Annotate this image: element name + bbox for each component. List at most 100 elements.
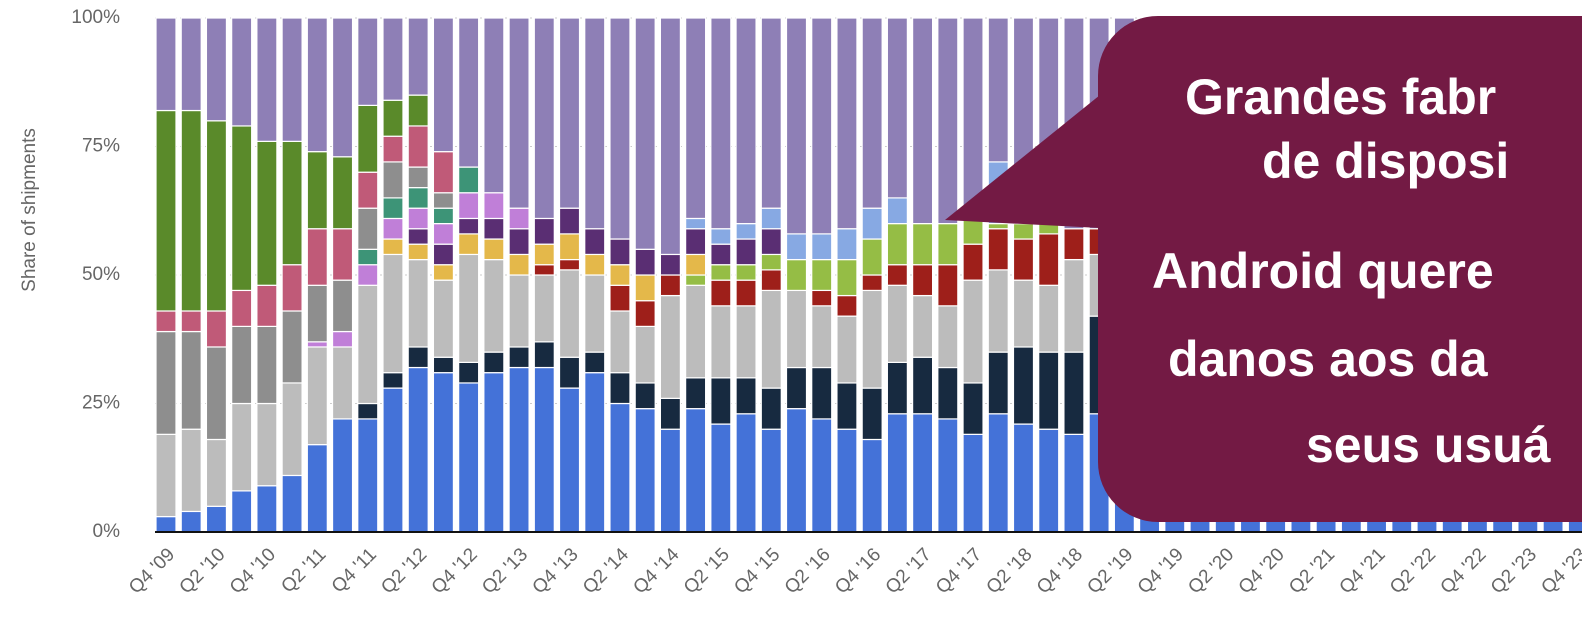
bar-segment bbox=[937, 305, 959, 369]
x-tick-label: Q4 '22 bbox=[1437, 544, 1491, 598]
bar-segment bbox=[432, 372, 455, 533]
bar-segment bbox=[760, 289, 782, 389]
bar-segment bbox=[508, 17, 530, 209]
bar-segment bbox=[735, 377, 757, 415]
bar-segment bbox=[205, 310, 228, 348]
bar-segment bbox=[811, 289, 833, 307]
bar-segment bbox=[937, 418, 959, 533]
bar-segment bbox=[937, 264, 959, 307]
bar-segment bbox=[306, 444, 328, 533]
bar-segment bbox=[1063, 228, 1085, 261]
bar-segment bbox=[357, 418, 379, 533]
x-tick-label: Q2 '11 bbox=[277, 544, 330, 597]
y-tick-label: 100% bbox=[71, 7, 120, 28]
bar-segment bbox=[760, 428, 782, 533]
bar-segment bbox=[508, 346, 530, 369]
bar-segment bbox=[710, 17, 732, 230]
bar-segment bbox=[584, 17, 606, 230]
bar-segment bbox=[256, 284, 278, 327]
bar-segment bbox=[735, 279, 757, 307]
bar-segment bbox=[231, 17, 253, 127]
bar-segment bbox=[458, 233, 480, 256]
bar-segment bbox=[382, 161, 404, 199]
bar-segment bbox=[382, 372, 404, 389]
bar-segment bbox=[811, 418, 833, 533]
x-tick-label: Q2 '17 bbox=[882, 544, 936, 598]
bar-segment bbox=[685, 217, 707, 230]
bar-segment bbox=[558, 258, 581, 271]
bar-segment bbox=[407, 346, 429, 369]
bar-segment bbox=[962, 243, 984, 281]
bar-segment bbox=[458, 217, 480, 235]
bar-segment bbox=[634, 300, 656, 328]
bar-segment bbox=[180, 428, 202, 513]
x-tick-label: Q4 '20 bbox=[1235, 544, 1289, 598]
bar-segment bbox=[155, 433, 177, 518]
bar-segment bbox=[432, 279, 455, 358]
bar-segment bbox=[1012, 223, 1035, 240]
x-tick-label: Q4 '23 bbox=[1537, 544, 1582, 598]
bar-segment bbox=[357, 17, 379, 106]
bar-segment bbox=[609, 310, 631, 374]
bar-segment bbox=[256, 485, 278, 533]
bar-segment bbox=[911, 264, 934, 297]
bar-segment bbox=[533, 366, 555, 533]
bar-segment bbox=[861, 17, 883, 209]
bar-segment bbox=[659, 397, 682, 430]
bar-segment bbox=[180, 310, 202, 333]
bar-segment bbox=[508, 207, 530, 230]
bar-segment bbox=[407, 243, 429, 261]
bar-segment bbox=[861, 207, 883, 240]
bar-segment bbox=[432, 264, 455, 281]
bar-segment bbox=[735, 17, 757, 225]
bar-segment bbox=[533, 243, 555, 266]
bar-segment bbox=[962, 217, 984, 245]
bar-segment bbox=[836, 228, 858, 261]
x-tick-label: Q4 '09 bbox=[125, 544, 179, 598]
bar-segment bbox=[987, 228, 1009, 271]
bar-segment bbox=[937, 223, 959, 266]
bar-segment bbox=[710, 243, 732, 266]
bar-segment bbox=[1012, 279, 1035, 348]
bar-segment bbox=[331, 330, 354, 348]
bar-segment bbox=[962, 433, 984, 533]
bar-segment bbox=[382, 217, 404, 240]
bar-segment bbox=[231, 325, 253, 405]
bar-segment bbox=[584, 274, 606, 353]
bar-segment bbox=[685, 228, 707, 256]
x-tick-label: Q2 '21 bbox=[1285, 544, 1339, 598]
bar-segment bbox=[458, 17, 480, 168]
bar-segment bbox=[558, 17, 581, 209]
bar-segment bbox=[357, 248, 379, 266]
bar-segment bbox=[306, 284, 328, 343]
bar-segment bbox=[760, 253, 782, 271]
bar-segment bbox=[861, 238, 883, 276]
bar-segment bbox=[609, 372, 631, 405]
bar-segment bbox=[155, 515, 177, 533]
bar-segment bbox=[1038, 233, 1060, 286]
bar-segment bbox=[760, 269, 782, 292]
bar-segment bbox=[962, 382, 984, 435]
callout-text: Grandes fabr bbox=[1185, 69, 1496, 125]
bar-segment bbox=[357, 264, 379, 286]
bar-segment bbox=[911, 413, 934, 533]
bar-segment bbox=[861, 387, 883, 441]
bar-segment bbox=[331, 279, 354, 333]
bar-segment bbox=[256, 402, 278, 487]
bar-segment bbox=[281, 264, 303, 312]
bar-segment bbox=[155, 109, 177, 312]
bar-segment bbox=[155, 17, 177, 112]
y-axis-label: Share of shipments bbox=[19, 128, 40, 292]
bar-segment bbox=[231, 125, 253, 292]
bar-segment bbox=[785, 258, 808, 292]
bar-segment bbox=[634, 382, 656, 410]
bar-segment bbox=[281, 310, 303, 384]
bar-segment bbox=[584, 228, 606, 256]
bar-segment bbox=[231, 289, 253, 328]
bar-segment bbox=[937, 17, 959, 225]
bar-segment bbox=[205, 438, 228, 507]
callout-box bbox=[1098, 16, 1582, 522]
bar-segment bbox=[306, 151, 328, 230]
bar-segment bbox=[407, 17, 429, 96]
bar-segment bbox=[458, 192, 480, 220]
